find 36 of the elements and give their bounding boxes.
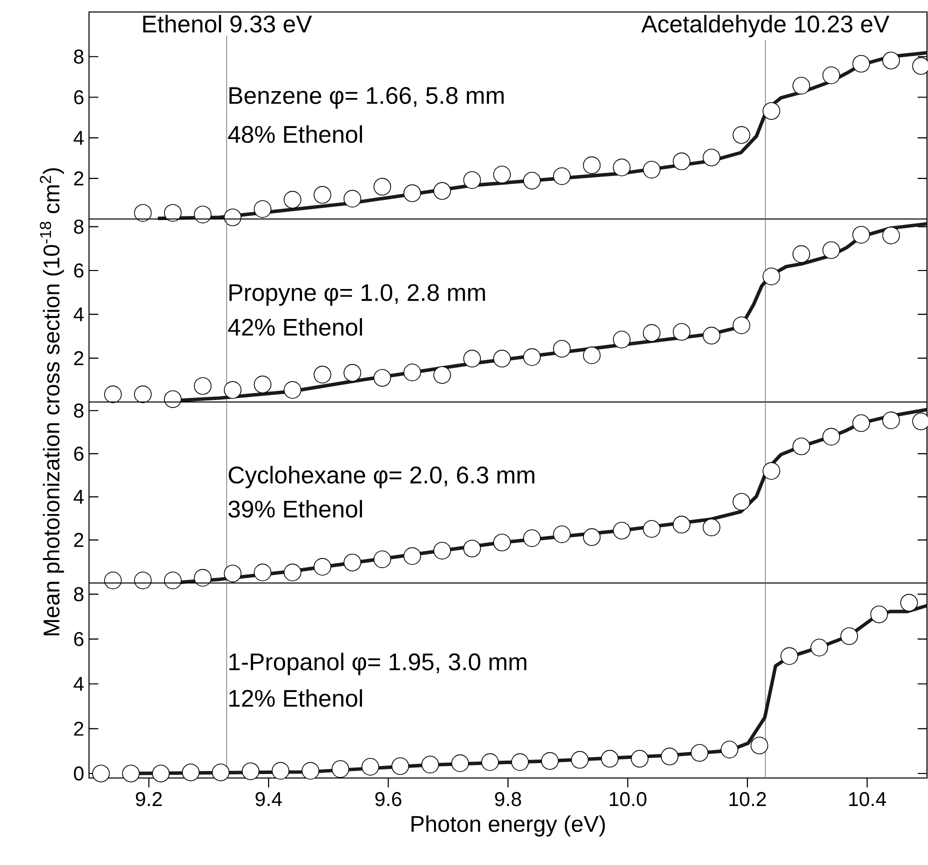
- y-tick-label: 6: [74, 263, 84, 278]
- annotation: 1-Propanol φ= 1.95, 3.0 mm: [229, 652, 526, 676]
- x-axis-title: Photon energy (eV): [412, 815, 605, 836]
- y-tick-label: 8: [74, 587, 84, 602]
- y-tick-label: 8: [74, 404, 84, 418]
- y-tick-label: 2: [74, 532, 84, 547]
- annotation: 12% Ethenol: [229, 689, 362, 707]
- y-tick-label: 0: [74, 766, 84, 781]
- y-tick-label: 2: [74, 722, 84, 736]
- y-tick-label: 8: [74, 50, 84, 64]
- y-tick-label: 6: [74, 632, 84, 646]
- annotation: 39% Ethenol: [228, 500, 362, 518]
- x-tick-label: 9.8: [495, 792, 522, 806]
- y-tick-label: 4: [74, 676, 84, 691]
- ref-line-label: Acetaldehyde 10.23 eV: [641, 14, 890, 38]
- annotation: 42% Ethenol: [228, 318, 362, 336]
- x-tick-label: 9.2: [136, 792, 162, 806]
- y-tick-label: 6: [74, 90, 84, 104]
- x-tick-label: 10.4: [849, 792, 886, 806]
- y-tick-label: 6: [74, 446, 84, 461]
- annotation: Benzene φ= 1.66, 5.8 mm: [230, 87, 504, 109]
- annotation: Cyclohexane φ= 2.0, 6.3 mm: [228, 466, 534, 488]
- y-tick-label: 2: [74, 351, 84, 366]
- annotation: Propyne φ= 1.0, 2.8 mm: [230, 284, 485, 306]
- x-tick-label: 10.2: [730, 792, 766, 806]
- y-tick-label: 2: [74, 171, 84, 186]
- y-axis-title: Mean photoionization cross section (10$^{-18}$ cm$^{2}$): [40, 168, 64, 636]
- x-tick-label: 9.6: [375, 792, 402, 806]
- y-tick-label: 8: [74, 220, 84, 234]
- y-tick-label: 4: [74, 490, 84, 504]
- ref-line-label: Ethenol 9.33 eV: [143, 14, 312, 33]
- annotation: 48% Ethenol: [228, 125, 362, 143]
- y-tick-label: 4: [74, 130, 84, 145]
- x-tick-label: 10.0: [610, 792, 646, 806]
- y-tick-label: 4: [74, 307, 84, 322]
- x-tick-label: 9.4: [256, 792, 282, 806]
